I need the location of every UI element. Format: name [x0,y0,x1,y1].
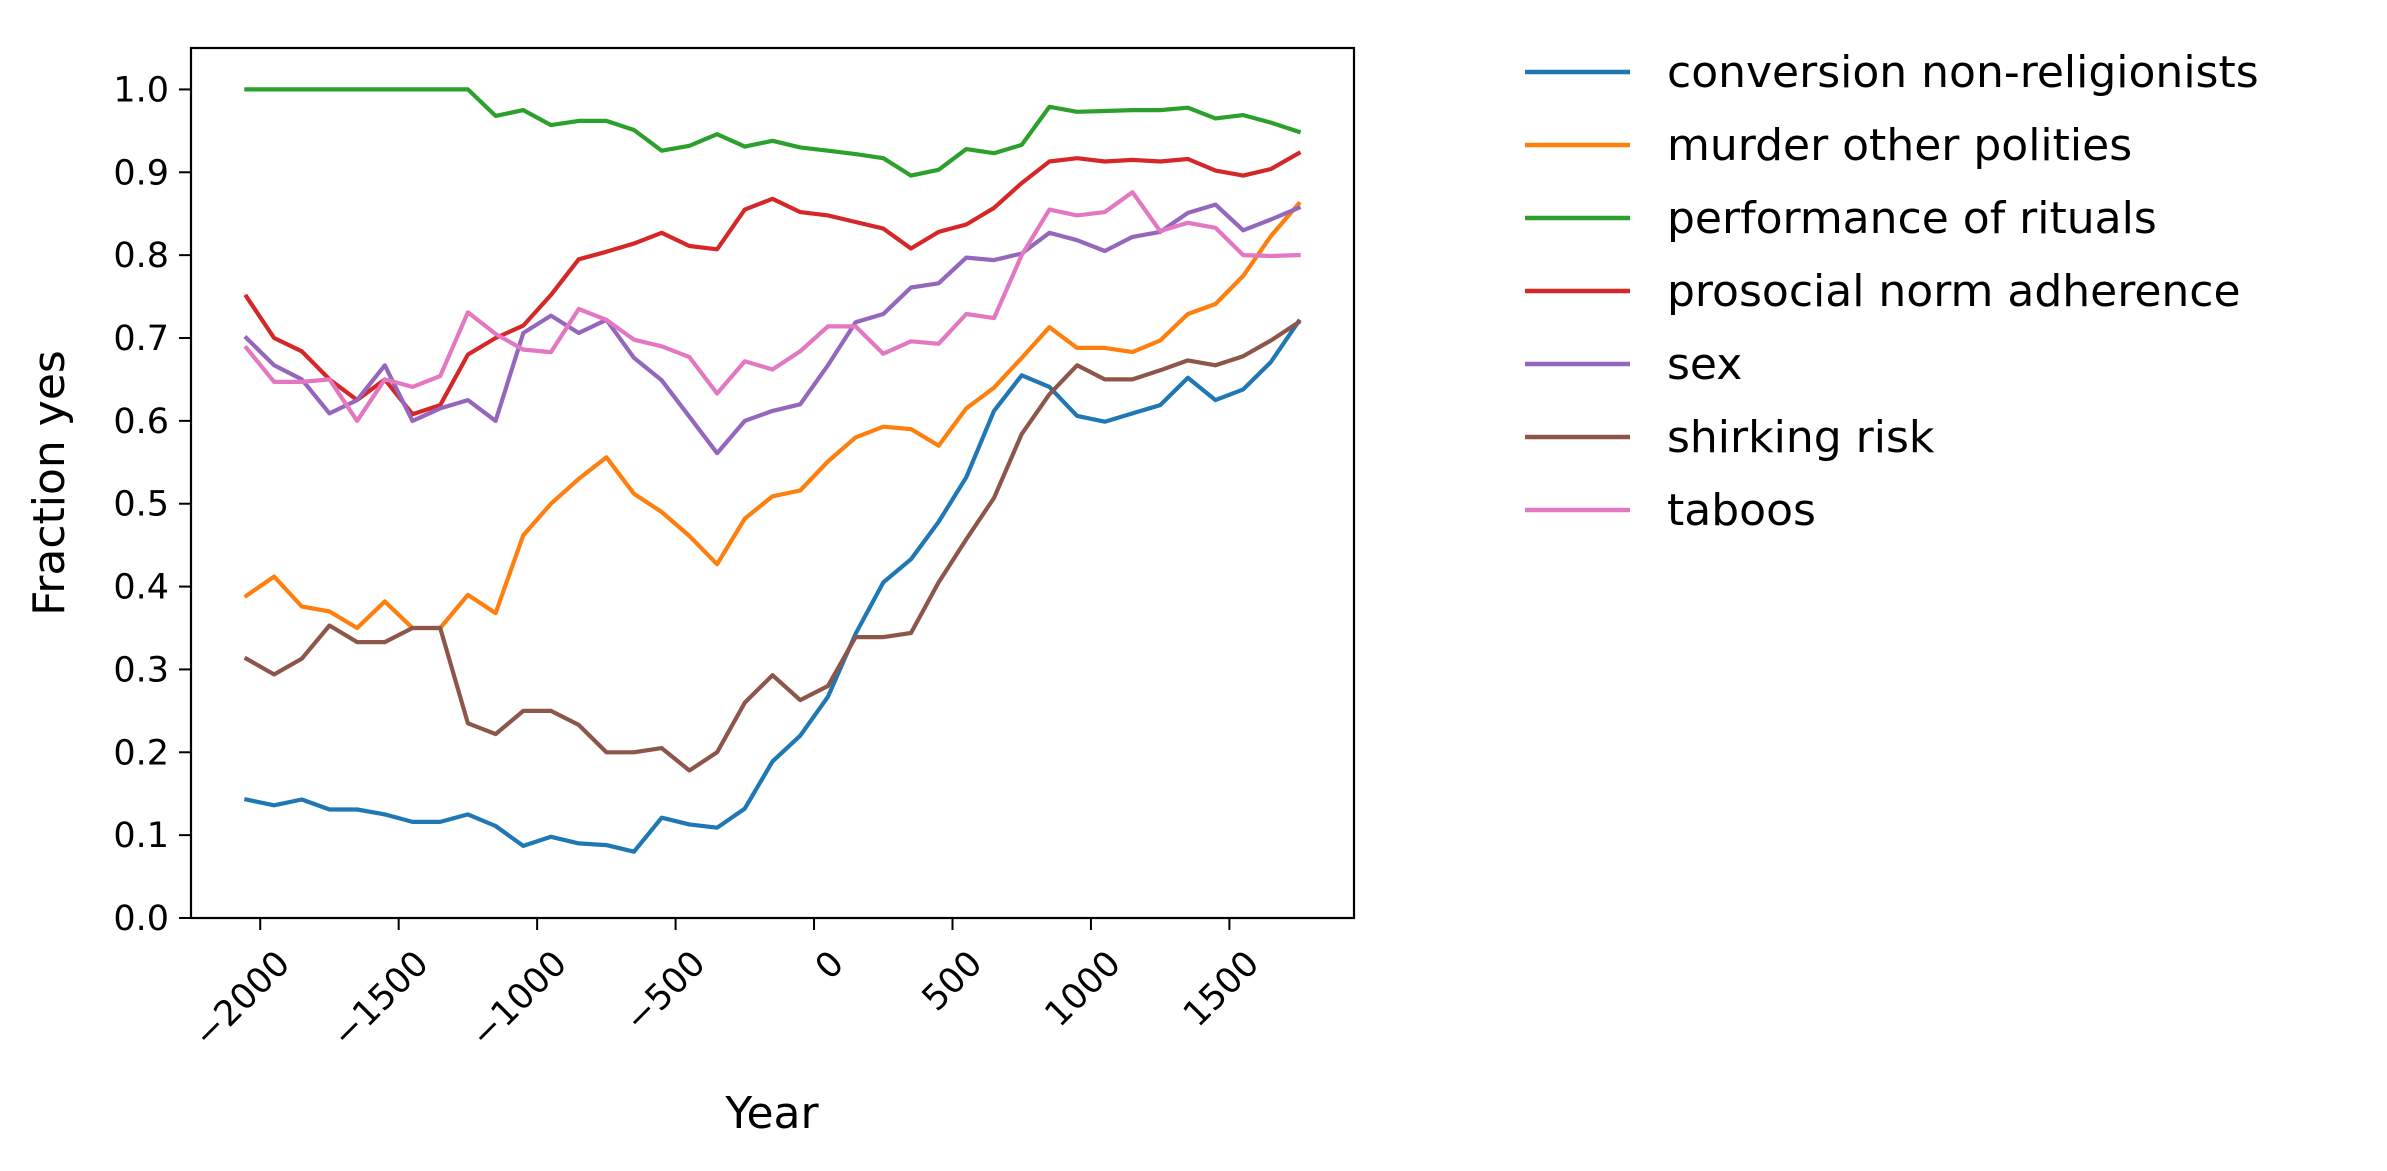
series-layer [243,87,1302,854]
legend: conversion non-religionists murder other … [1525,47,2259,536]
y-tick-label: 0.5 [113,485,169,525]
y-axis: 0.0 0.1 0.2 0.3 0.4 0.5 0.6 0.7 0.8 0.9 1.0 [113,70,191,939]
x-tick-label: −1500 [325,944,437,1056]
y-tick-label: 0.0 [113,899,169,939]
y-tick-label: 0.9 [113,153,169,193]
legend-label-1: murder other polities [1667,120,2132,171]
y-tick-label: 0.4 [113,568,169,608]
x-tick-label: 0 [808,944,852,988]
y-tick-label: 0.7 [113,319,169,359]
series-line-3 [243,150,1302,417]
x-tick-label: −2000 [186,944,298,1056]
legend-label-3: prosocial norm adherence [1667,266,2241,317]
plot-frame [189,46,1356,920]
legend-label-6: taboos [1667,485,1816,536]
y-tick-label: 0.1 [113,816,169,856]
x-tick-label: 1000 [1038,944,1129,1035]
x-tick-label: −500 [617,944,713,1040]
y-tick-label: 0.8 [113,236,169,276]
series-line-2 [244,87,1302,178]
series-line-4 [243,202,1302,456]
legend-label-5: shirking risk [1667,412,1935,463]
y-axis-label: Fraction yes [24,350,75,616]
legend-label-0: conversion non-religionists [1667,47,2259,98]
series-line-5 [243,319,1302,773]
series-line-6 [243,190,1301,423]
legend-label-4: sex [1667,339,1742,390]
x-tick-label: 500 [915,944,991,1020]
series-line-1 [243,200,1302,631]
x-tick-label: 1500 [1176,944,1267,1035]
legend-label-2: performance of rituals [1667,193,2157,244]
y-tick-label: 0.6 [113,402,169,442]
x-tick-label: −1000 [463,944,575,1056]
series-line-0 [243,318,1302,854]
x-axis-label: Year [724,1088,819,1139]
y-tick-label: 1.0 [113,70,169,110]
y-tick-label: 0.2 [113,733,169,773]
y-tick-label: 0.3 [113,650,169,690]
x-axis: −2000 −1500 −1000 −500 0 500 1000 1500 [186,918,1267,1056]
